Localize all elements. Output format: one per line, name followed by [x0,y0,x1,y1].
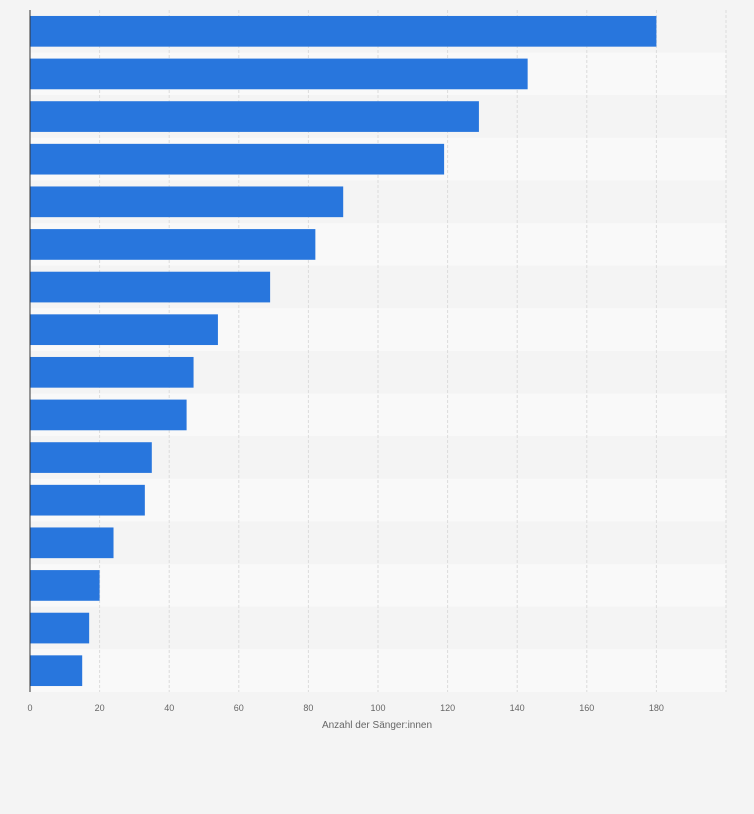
bar[interactable] [30,229,316,260]
x-tick-label: 80 [303,703,313,713]
gridlines [99,10,727,692]
x-tick-label: 180 [649,703,664,713]
bar[interactable] [30,15,657,47]
bar[interactable] [30,58,528,90]
x-tick-label: 160 [579,703,594,713]
x-tick-label: 60 [234,703,244,713]
x-tick-label: 40 [164,703,174,713]
x-tick-label: 20 [95,703,105,713]
bar[interactable] [30,612,90,644]
x-tick-label: 100 [370,703,385,713]
bar[interactable] [30,186,344,218]
x-tick-label: 140 [510,703,525,713]
bar[interactable] [30,314,218,346]
bar[interactable] [30,356,194,388]
x-axis-title: Anzahl der Sänger:innen [322,720,432,731]
bar[interactable] [30,527,114,559]
bar[interactable] [30,143,445,175]
bar[interactable] [30,570,100,601]
bar[interactable] [30,484,145,516]
bars [30,15,657,687]
x-tick-label: 120 [440,703,455,713]
bar[interactable] [30,101,479,132]
bar[interactable] [30,442,152,473]
x-tick-label: 0 [27,703,32,713]
bar[interactable] [30,655,83,687]
bar[interactable] [30,399,187,431]
bar[interactable] [30,271,271,303]
x-axis-ticks: 0 20 40 60 80 100 120 140 160 180 [27,703,663,713]
